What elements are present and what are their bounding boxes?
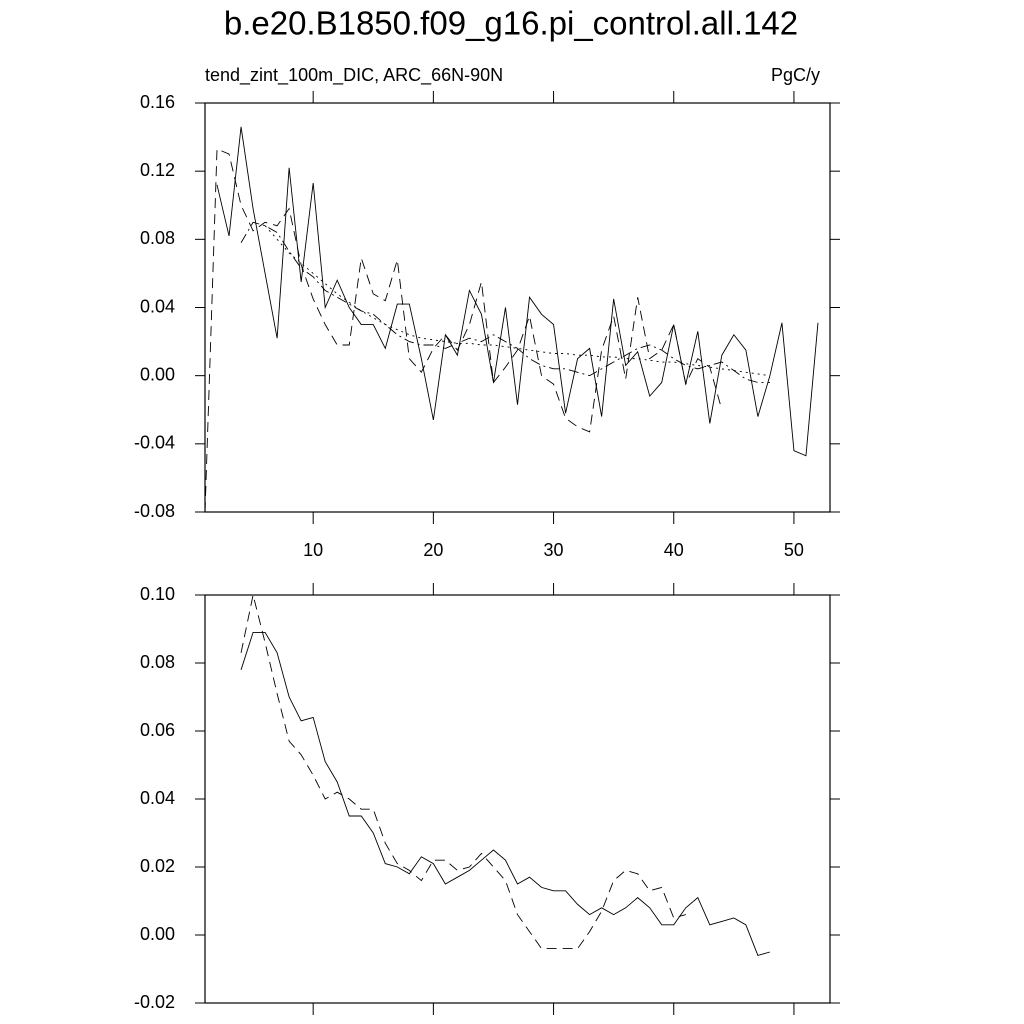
y-tick-label: 0.08 xyxy=(140,652,175,672)
x-tick-label: 10 xyxy=(303,540,323,560)
y-tick-label: 0.02 xyxy=(140,856,175,876)
subtitle-right: PgC/y xyxy=(771,65,820,85)
y-tick-label: 0.06 xyxy=(140,720,175,740)
y-tick-label: 0.00 xyxy=(140,924,175,944)
chart-title: b.e20.B1850.f09_g16.pi_control.all.142 xyxy=(224,5,798,42)
plot-frame xyxy=(204,594,831,1004)
x-tick-label: 40 xyxy=(664,540,684,560)
plot-frame xyxy=(204,102,831,513)
x-tick-label: 20 xyxy=(423,540,443,560)
series-line xyxy=(240,631,771,956)
y-tick-label: 0.04 xyxy=(140,788,175,808)
x-tick-label: 50 xyxy=(784,540,804,560)
y-tick-label: -0.08 xyxy=(134,501,175,521)
series-line xyxy=(240,221,770,383)
x-tick-label: 30 xyxy=(544,540,564,560)
y-tick-label: -0.04 xyxy=(134,433,175,453)
series-line xyxy=(204,148,723,513)
series-line xyxy=(216,126,819,457)
subtitle-left: tend_zint_100m_DIC, ARC_66N-90N xyxy=(205,65,503,86)
y-tick-label: 0.08 xyxy=(140,228,175,248)
y-tick-label: 0.12 xyxy=(140,160,175,180)
y-tick-label: 0.16 xyxy=(140,92,175,112)
y-tick-label: 0.10 xyxy=(140,584,175,604)
y-tick-label: 0.04 xyxy=(140,296,175,316)
series-line xyxy=(264,225,770,377)
series-line xyxy=(240,594,686,950)
y-tick-label: 0.00 xyxy=(140,364,175,384)
y-tick-label: -0.02 xyxy=(134,992,175,1012)
